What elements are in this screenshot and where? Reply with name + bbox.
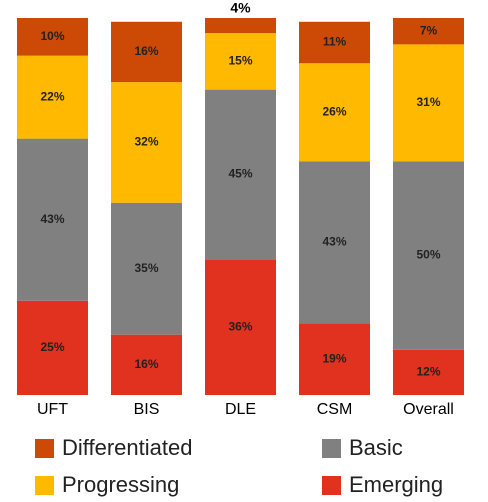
value-label: 31%: [416, 95, 440, 109]
value-label: 45%: [228, 167, 252, 181]
bar-segment: [393, 349, 464, 395]
legend-swatch: [35, 476, 54, 495]
bar-segment: [393, 161, 464, 350]
bar-segment: [111, 202, 182, 335]
bar-segment: [299, 21, 370, 64]
legend-label: Progressing: [62, 472, 179, 497]
legend-label: Basic: [349, 435, 403, 460]
x-tick-label: DLE: [225, 401, 256, 418]
value-label: 16%: [134, 44, 158, 58]
legend-swatch: [322, 439, 341, 458]
x-tick-label: BIS: [134, 401, 160, 418]
bar-segment: [299, 161, 370, 324]
x-tick-label: UFT: [37, 401, 68, 418]
bar-segment: [17, 138, 88, 301]
bar-segment: [17, 18, 88, 56]
value-label: 32%: [134, 135, 158, 149]
value-label: 36%: [228, 319, 252, 333]
bar-segment: [17, 55, 88, 139]
bar-segment: [205, 89, 276, 260]
bar-segment: [111, 21, 182, 83]
bar-segment: [111, 334, 182, 395]
value-label: 12%: [416, 365, 440, 379]
bar-segment: [299, 323, 370, 395]
legend-swatch: [322, 476, 341, 495]
value-label: 43%: [322, 234, 346, 248]
value-label: 22%: [40, 89, 64, 103]
x-tick-label: Overall: [403, 401, 454, 418]
value-label: 16%: [134, 357, 158, 371]
bar-segment: [205, 33, 276, 90]
value-label: 19%: [322, 351, 346, 365]
value-label: 25%: [40, 340, 64, 354]
value-label: 43%: [40, 212, 64, 226]
bar-segment: [205, 18, 276, 34]
value-label: 4%: [230, 0, 251, 16]
value-label: 7%: [420, 23, 438, 37]
bar-segment: [299, 63, 370, 162]
value-label: 10%: [40, 29, 64, 43]
bar-segment: [393, 44, 464, 162]
value-label: 11%: [323, 35, 347, 49]
legend-label: Differentiated: [62, 435, 192, 460]
legend-swatch: [35, 439, 54, 458]
legend-label: Emerging: [349, 472, 443, 497]
value-label: 50%: [416, 248, 440, 262]
x-tick-label: CSM: [317, 401, 353, 418]
bar-segment: [17, 300, 88, 395]
value-label: 26%: [322, 104, 346, 118]
value-label: 35%: [134, 261, 158, 275]
bar-segment: [393, 18, 464, 45]
value-label: 15%: [228, 54, 252, 68]
bar-segment: [205, 259, 276, 395]
bar-segment: [111, 82, 182, 203]
